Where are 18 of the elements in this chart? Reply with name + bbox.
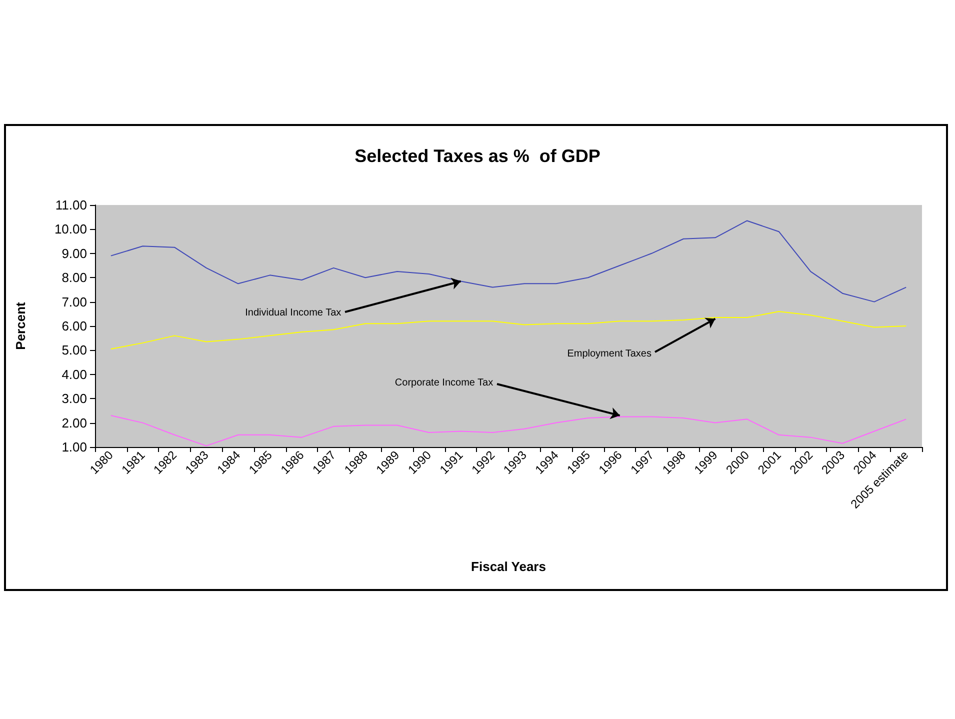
y-tick-label: 10.00 bbox=[54, 222, 87, 237]
annotation: Corporate Income Tax bbox=[394, 378, 494, 389]
chart-title: Selected Taxes as % of GDP bbox=[354, 146, 600, 166]
y-tick-label: 1.00 bbox=[62, 440, 87, 454]
y-axis-title: Percent bbox=[13, 301, 28, 350]
y-tick-label: 8.00 bbox=[62, 270, 87, 286]
annotation: Individual Income Tax bbox=[245, 308, 342, 319]
annotation: Employment Taxes bbox=[567, 348, 652, 360]
line-series bbox=[110, 220, 907, 302]
y-tick-label: 6.00 bbox=[62, 318, 87, 334]
y-tick-label: 7.00 bbox=[62, 294, 87, 310]
y-tick-label: 4.00 bbox=[62, 366, 87, 382]
y-tick-label: 11.00 bbox=[55, 198, 87, 212]
y-tick-label: 5.00 bbox=[62, 342, 87, 358]
x-axis-title: Fiscal Years bbox=[471, 559, 546, 574]
y-tick-label: 9.00 bbox=[62, 246, 87, 261]
y-tick-label: 3.00 bbox=[62, 391, 87, 406]
y-tick-label: 2.00 bbox=[62, 415, 87, 430]
